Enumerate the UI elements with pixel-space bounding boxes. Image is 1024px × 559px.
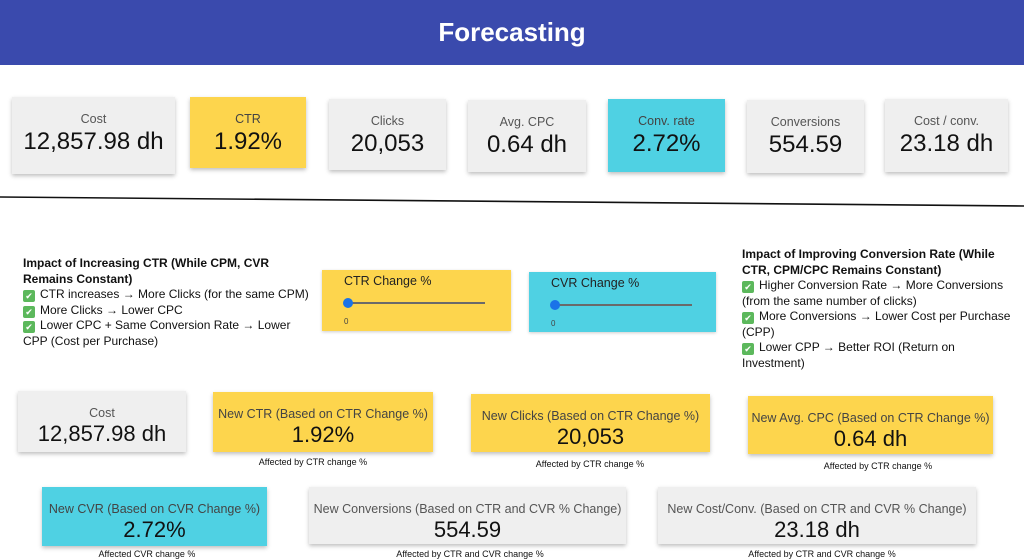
kpi-card-ctr: CTR 1.92% [190,97,306,168]
kpi-value: 2.72% [632,130,701,157]
forecast-label: New CTR (Based on CTR Change %) [218,407,428,421]
forecast-value: 23.18 dh [774,517,860,542]
forecast-card-new-ctr: New CTR (Based on CTR Change %) 1.92% [213,392,433,452]
kpi-label: Conv. rate [638,114,695,128]
kpi-label: CTR [235,112,261,126]
kpi-card-conversions: Conversions 554.59 [747,100,864,173]
kpi-label: Cost [80,112,107,126]
forecast-label: New Avg. CPC (Based on CTR Change %) [751,411,990,425]
forecast-value: 0.64 dh [833,426,908,451]
forecast-value: 20,053 [556,424,625,449]
checkmark-icon: ✔ [742,343,754,355]
forecast-value: 12,857.98 dh [37,421,167,446]
impact-cvr-panel: Impact of Improving Conversion Rate (Whi… [742,247,1012,371]
kpi-value: 20,053 [350,130,425,157]
cvr-slider-track[interactable] [550,300,692,310]
forecast-label: New Clicks (Based on CTR Change %) [481,409,700,423]
forecast-card-new-cost-per-conv: New Cost/Conv. (Based on CTR and CVR % C… [658,487,976,544]
kpi-value: 554.59 [768,131,843,158]
kpi-label: Clicks [370,114,405,128]
checkmark-icon: ✔ [742,312,754,324]
affected-note: Affected by CTR and CVR change % [748,549,896,559]
page-title: Forecasting [438,17,586,47]
forecast-card-new-avg-cpc: New Avg. CPC (Based on CTR Change %) 0.6… [748,396,993,454]
forecast-label: New Cost/Conv. (Based on CTR and CVR % C… [667,502,967,516]
kpi-value: 23.18 dh [899,130,994,157]
kpi-card-clicks: Clicks 20,053 [329,99,446,170]
affected-note: Affected by CTR change % [535,459,645,469]
kpi-value: 0.64 dh [486,131,568,158]
impact-cvr-item: ✔ More Conversions → Lower Cost per Purch… [742,309,1011,339]
impact-cvr-item: ✔ Lower CPP → Better ROI (Return on Inves… [742,340,955,370]
impact-ctr-item: ✔ Lower CPC + Same Conversion Rate → Lowe… [23,318,291,348]
ctr-slider-value: 0 [344,317,349,326]
affected-note: Affected by CTR change % [823,461,933,471]
cvr-slider-value: 0 [551,319,556,328]
cvr-change-slider-box: CVR Change % 0 [529,272,716,332]
impact-cvr-title: Impact of Improving Conversion Rate (Whi… [742,247,995,277]
forecast-card-new-clicks: New Clicks (Based on CTR Change %) 20,05… [471,394,710,452]
kpi-value: 12,857.98 dh [23,128,164,155]
kpi-card-cost: Cost 12,857.98 dh [12,97,175,174]
affected-note: Affected by CTR change % [258,457,368,467]
forecast-card-new-cvr: New CVR (Based on CVR Change %) 2.72% [42,487,267,546]
forecast-card-cost: Cost 12,857.98 dh [18,391,186,452]
cvr-slider-thumb[interactable] [550,300,560,310]
forecast-label: Cost [89,406,115,420]
forecast-value: 2.72% [123,517,186,542]
affected-note: Affected by CTR and CVR change % [396,549,544,559]
page-header: Forecasting [0,0,1024,65]
affected-note: Affected CVR change % [98,549,196,559]
kpi-label: Conversions [770,115,841,129]
kpi-value: 1.92% [213,128,283,155]
forecast-label: New CVR (Based on CVR Change %) [48,502,261,516]
impact-ctr-item: ✔ More Clicks → Lower CPC [23,303,318,319]
forecast-card-new-conversions: New Conversions (Based on CTR and CVR % … [309,487,626,544]
kpi-label: Avg. CPC [499,115,555,129]
ctr-change-slider-box: CTR Change % 0 [322,270,511,331]
impact-cvr-item: ✔ Higher Conversion Rate → More Conversio… [742,278,1004,308]
kpi-card-conv-rate: Conv. rate 2.72% [608,99,725,172]
checkmark-icon: ✔ [23,321,35,333]
impact-ctr-item: ✔ CTR increases → More Clicks (for the sa… [23,287,318,303]
checkmark-icon: ✔ [23,290,35,302]
ctr-change-label: CTR Change % [344,274,432,288]
impact-ctr-title: Impact of Increasing CTR (While CPM, CVR… [23,256,270,286]
ctr-slider-thumb[interactable] [343,298,353,308]
kpi-label: Cost / conv. [913,114,980,128]
ctr-slider-track[interactable] [343,298,485,308]
checkmark-icon: ✔ [23,305,35,318]
checkmark-icon: ✔ [742,281,754,293]
cvr-change-label: CVR Change % [551,276,640,290]
kpi-card-cost-per-conv: Cost / conv. 23.18 dh [885,99,1008,172]
forecast-label: New Conversions (Based on CTR and CVR % … [313,502,622,516]
forecast-value: 554.59 [433,517,502,542]
section-divider [0,196,1024,207]
impact-ctr-panel: Impact of Increasing CTR (While CPM, CVR… [23,256,318,349]
kpi-card-avg-cpc: Avg. CPC 0.64 dh [468,100,586,172]
forecast-value: 1.92% [291,422,355,447]
